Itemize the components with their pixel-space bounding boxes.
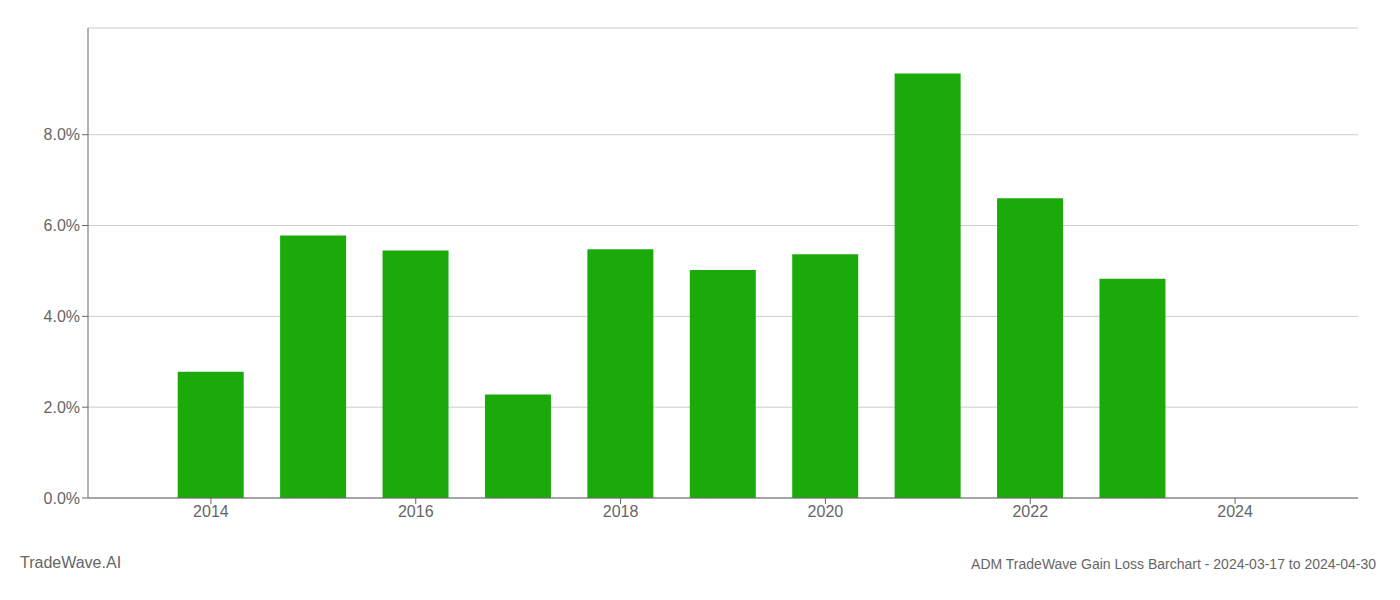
html-text:TradeWave.AI: TradeWave.AI [20, 554, 122, 571]
svg-text:0.0%: 0.0% [44, 490, 80, 507]
svg-text:2024: 2024 [1217, 503, 1253, 520]
html-text:ADM TradeWave Gain Loss Barcha: ADM TradeWave Gain Loss Barchart - 2024-… [971, 556, 1376, 572]
svg-text:4.0%: 4.0% [44, 308, 80, 325]
svg-text:2014: 2014 [193, 503, 229, 520]
svg-text:2018: 2018 [603, 503, 639, 520]
svg-text:2.0%: 2.0% [44, 399, 80, 416]
svg-text:2016: 2016 [398, 503, 434, 520]
svg-text:2022: 2022 [1012, 503, 1048, 520]
svg-text:2020: 2020 [808, 503, 844, 520]
svg-text:6.0%: 6.0% [44, 217, 80, 234]
svg-text:8.0%: 8.0% [44, 126, 80, 143]
